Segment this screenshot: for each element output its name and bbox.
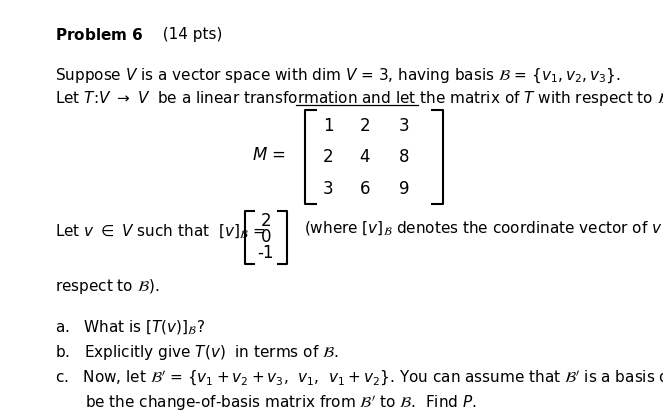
Text: (where $[v]_{\mathcal{B}}$ denotes the coordinate vector of $v$ with: (where $[v]_{\mathcal{B}}$ denotes the c… [304,220,663,238]
Text: 3: 3 [399,117,410,134]
Text: (14 pts): (14 pts) [153,27,223,42]
Text: 3: 3 [323,180,333,197]
Text: Suppose $V$ is a vector space with dim $V$ = 3, having basis $\mathcal{B}$ = {$v: Suppose $V$ is a vector space with dim $… [55,67,621,85]
Text: 9: 9 [399,180,410,197]
Text: 2: 2 [359,117,370,134]
Text: 6: 6 [359,180,370,197]
Text: Let $v$ $\in$ $V$ such that  $[v]_{\mathcal{B}}$ =: Let $v$ $\in$ $V$ such that $[v]_{\mathc… [55,222,267,241]
Text: b.   Explicitly give $T(v)$  in terms of $\mathcal{B}$.: b. Explicitly give $T(v)$ in terms of $\… [55,344,339,362]
Text: respect to $\mathcal{B}$).: respect to $\mathcal{B}$). [55,277,159,295]
Text: 2: 2 [261,212,271,230]
Text: 1: 1 [323,117,333,134]
Text: Let $T$:$V$ $\rightarrow$ $V$  be a linear transformation and let the matrix of : Let $T$:$V$ $\rightarrow$ $V$ be a linea… [55,89,663,109]
Text: a.   What is $[T(v)]_{\mathcal{B}}$?: a. What is $[T(v)]_{\mathcal{B}}$? [55,318,205,337]
Text: -1: -1 [258,244,274,261]
Text: 8: 8 [399,148,410,166]
Text: be the change-of-basis matrix from $\mathcal{B}'$ to $\mathcal{B}$.  Find $P$.: be the change-of-basis matrix from $\mat… [85,393,477,413]
Text: $\mathbf{Problem\ 6}$: $\mathbf{Problem\ 6}$ [55,27,143,43]
Text: 2: 2 [323,148,333,166]
Text: $M$ =: $M$ = [252,146,288,164]
Text: c.   Now, let $\mathcal{B}'$ = {$v_1 + v_2 + v_3$,  $v_1$,  $v_1 + v_2$}. You ca: c. Now, let $\mathcal{B}'$ = {$v_1 + v_2… [55,369,663,388]
Text: 0: 0 [261,228,271,246]
Text: 4: 4 [359,148,370,166]
